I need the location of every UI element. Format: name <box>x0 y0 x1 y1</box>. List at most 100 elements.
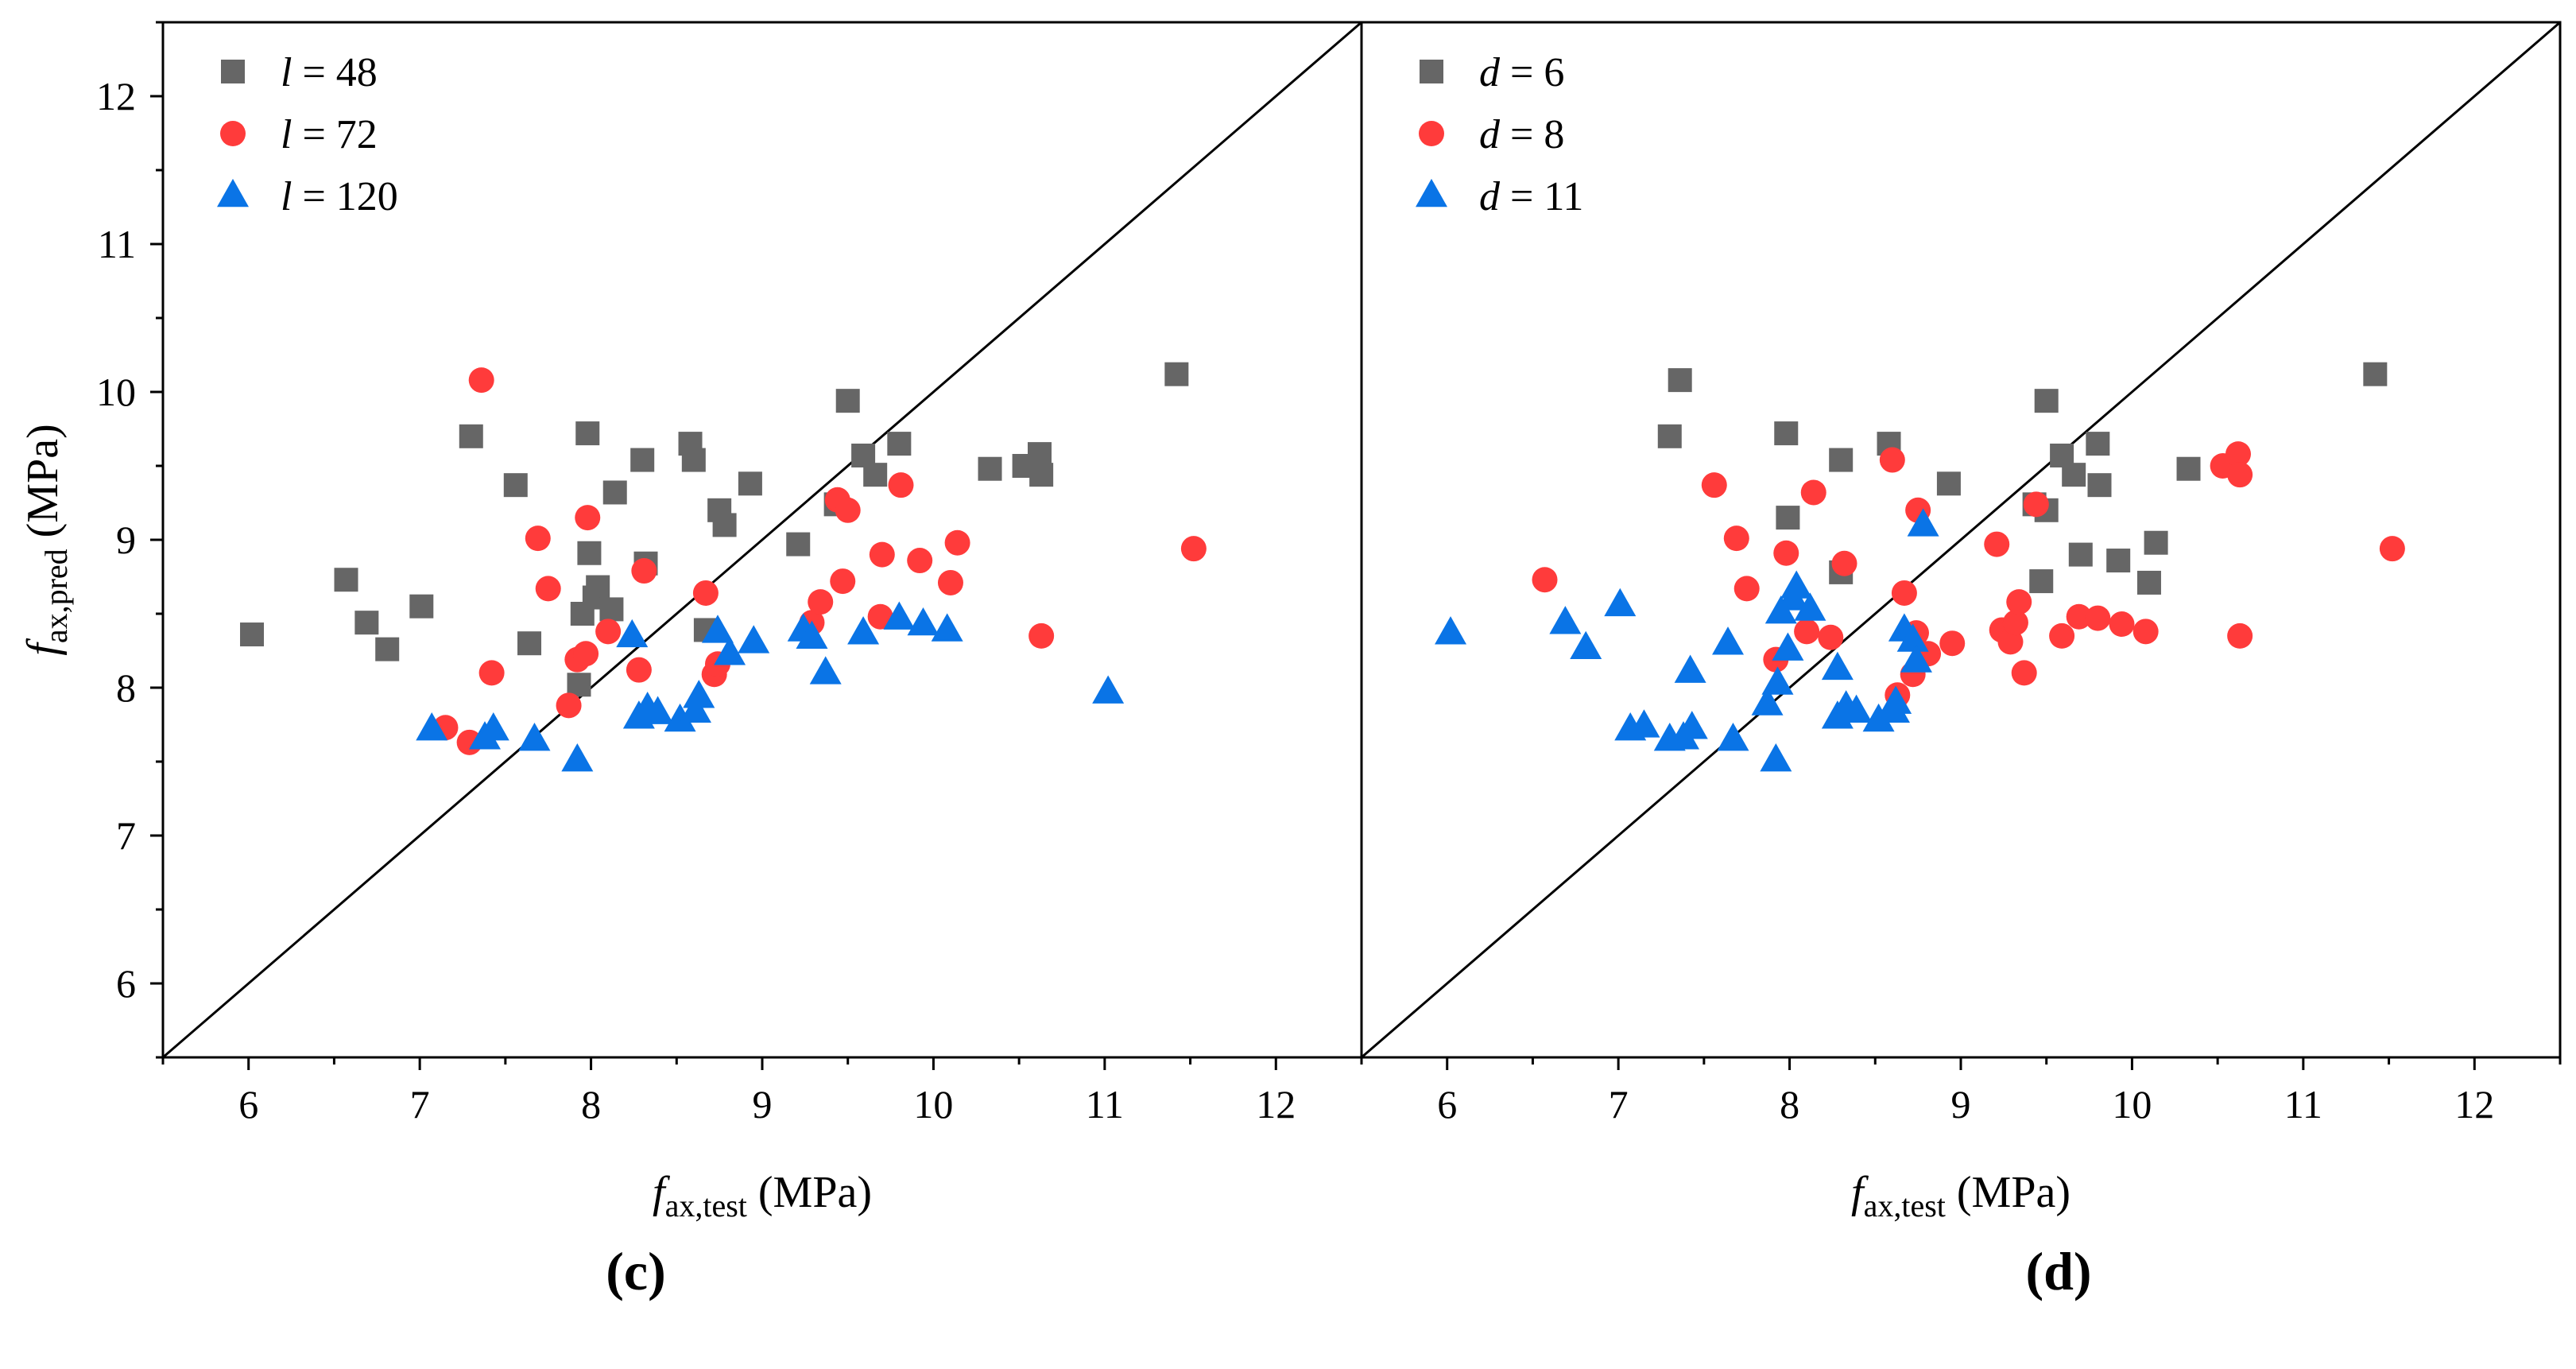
data-point <box>683 680 715 708</box>
data-point <box>830 568 856 595</box>
legend-marker <box>1416 178 1447 207</box>
data-point <box>835 389 860 413</box>
data-point <box>599 597 624 622</box>
data-point <box>931 613 963 642</box>
legend-entry: l = 72 <box>281 112 378 157</box>
x-tick-label: 8 <box>581 1082 601 1127</box>
data-point <box>2225 441 2251 467</box>
data-point <box>477 712 509 741</box>
data-point <box>602 480 627 505</box>
data-point <box>1880 685 1912 714</box>
data-point <box>1772 632 1804 661</box>
data-point <box>2068 542 2093 567</box>
data-point <box>1818 624 1844 650</box>
data-point <box>459 424 483 448</box>
legend-entry: d = 6 <box>1479 50 1564 95</box>
data-point <box>835 497 861 523</box>
legend-marker <box>221 60 245 83</box>
data-point <box>1751 687 1784 716</box>
data-point <box>808 589 834 615</box>
data-point <box>354 611 379 635</box>
data-point <box>1435 616 1467 645</box>
data-point <box>1674 654 1706 683</box>
data-point <box>2087 473 2112 498</box>
data-point <box>978 456 1002 481</box>
y-tick-label: 11 <box>98 222 136 266</box>
data-point <box>2023 491 2049 518</box>
data-point <box>1984 531 2010 557</box>
data-point <box>714 637 746 665</box>
y-tick-label: 7 <box>116 813 136 858</box>
data-point <box>1879 447 1905 473</box>
data-point <box>847 616 880 645</box>
data-point <box>518 723 551 751</box>
x-tick-label: 10 <box>913 1082 953 1127</box>
data-point <box>1029 463 1054 487</box>
x-tick-label: 11 <box>2284 1082 2322 1127</box>
data-point <box>692 580 719 606</box>
data-point <box>1570 630 1602 660</box>
data-point <box>2227 622 2253 649</box>
data-point <box>416 712 448 741</box>
x-tick-label: 9 <box>753 1082 773 1127</box>
data-point <box>1936 471 1961 496</box>
data-point <box>240 622 265 647</box>
data-point <box>1668 368 1692 393</box>
data-point <box>575 421 600 446</box>
data-point <box>2109 611 2135 638</box>
data-point <box>1760 743 1792 772</box>
data-point <box>573 641 599 667</box>
data-point <box>863 463 888 487</box>
x-tick-label: 9 <box>1951 1082 1971 1127</box>
data-point <box>1733 576 1760 602</box>
data-point <box>1939 630 1966 657</box>
panel-label-d: (d) <box>2025 1241 2092 1301</box>
series-d-11 <box>1435 508 1939 772</box>
data-point <box>888 472 914 498</box>
y-tick-label: 10 <box>96 370 136 414</box>
data-point <box>641 696 674 724</box>
data-point <box>2136 570 2161 595</box>
data-point <box>468 367 494 394</box>
data-point <box>630 448 655 472</box>
data-point <box>887 432 912 456</box>
data-point <box>503 473 528 498</box>
reference-line <box>1361 21 2561 1059</box>
y-tick-label: 6 <box>116 961 136 1006</box>
data-point <box>1180 536 1207 562</box>
data-point <box>2363 362 2388 386</box>
data-point <box>1896 623 1929 652</box>
y-tick-label: 8 <box>116 665 136 710</box>
legend-entry: l = 48 <box>281 50 378 95</box>
data-point <box>478 660 505 686</box>
data-point <box>616 619 649 648</box>
data-point <box>907 607 939 636</box>
x-tick-label: 7 <box>410 1082 430 1127</box>
data-point <box>1840 694 1873 723</box>
data-point <box>712 513 737 537</box>
data-point <box>1657 424 1682 448</box>
data-point <box>1907 508 1939 537</box>
data-point <box>2049 622 2075 649</box>
y-tick-label: 9 <box>116 518 136 562</box>
x-tick-label: 10 <box>2112 1082 2152 1127</box>
reference-line <box>162 21 1362 1059</box>
data-point <box>2062 463 2086 487</box>
x-tick-label: 8 <box>1780 1082 1799 1127</box>
series-l-72 <box>432 367 1207 755</box>
data-point <box>1717 723 1749 751</box>
data-point <box>525 525 551 552</box>
x-tick-label: 11 <box>1086 1082 1124 1127</box>
data-point <box>2227 462 2253 488</box>
x-tick-label: 6 <box>1437 1082 1457 1127</box>
data-point <box>577 541 602 565</box>
series-d-6 <box>1657 362 2388 595</box>
data-point <box>2029 569 2054 594</box>
data-point <box>867 603 893 630</box>
x-tick-label: 6 <box>238 1082 258 1127</box>
data-point <box>567 673 591 697</box>
data-point <box>1780 570 1813 599</box>
data-point <box>1549 606 1582 634</box>
data-point <box>2006 589 2032 615</box>
data-point <box>1628 709 1660 738</box>
